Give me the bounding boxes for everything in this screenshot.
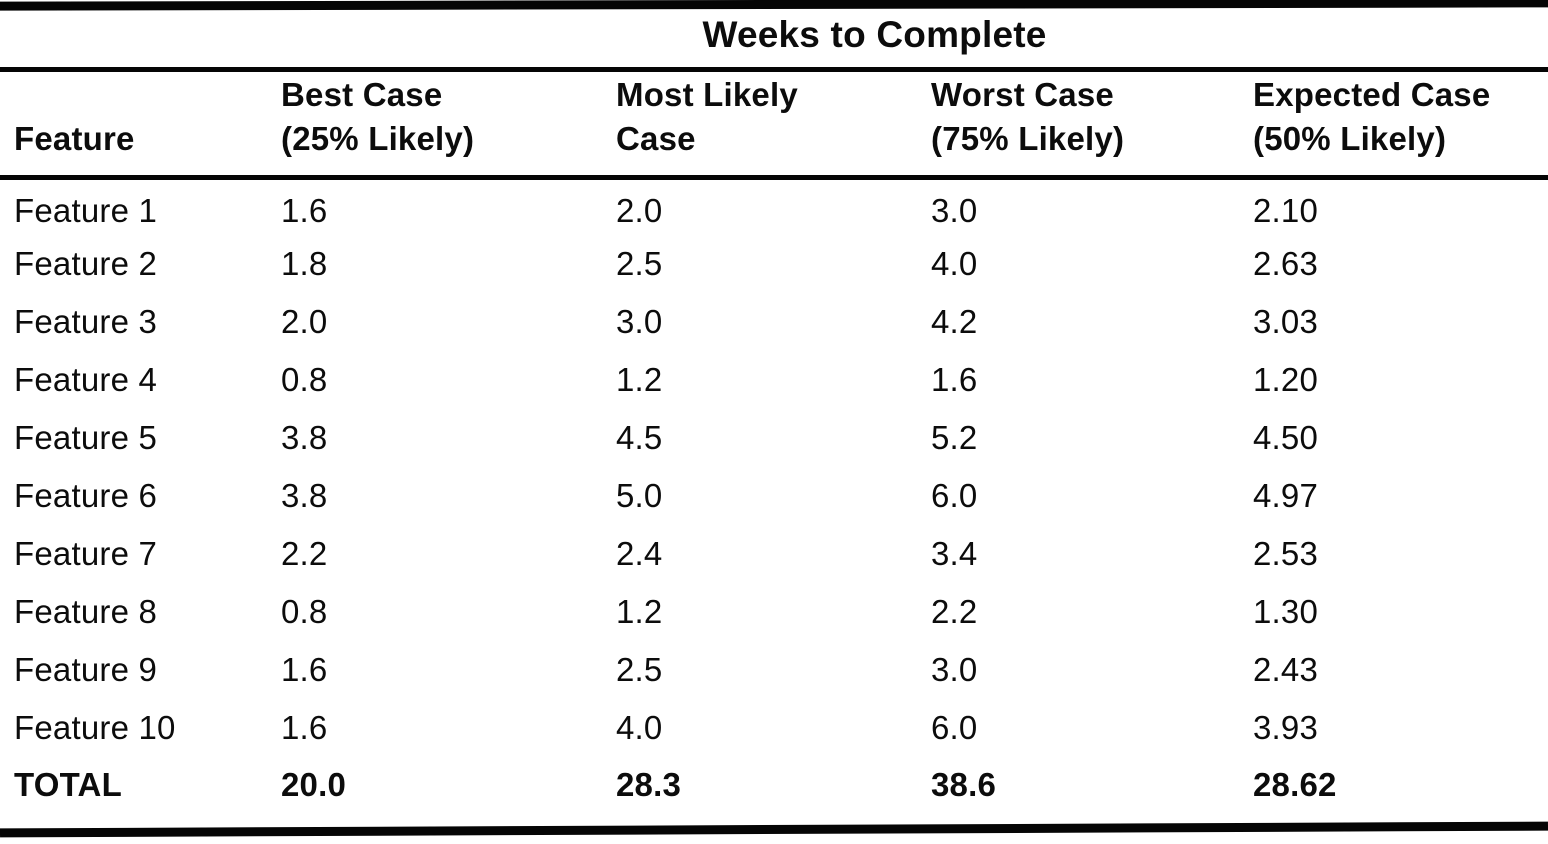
table-row: Feature 1 1.6 2.0 3.0 2.10 — [0, 177, 1548, 235]
most-likely-cell: 1.2 — [616, 361, 663, 398]
most-likely-cell: 5.0 — [616, 477, 663, 514]
table-row: Feature 6 3.8 5.0 6.0 4.97 — [0, 467, 1548, 525]
feature-cell: Feature 9 — [14, 651, 158, 688]
total-best-case-cell: 20.0 — [281, 766, 347, 803]
best-case-cell: 3.8 — [281, 477, 328, 514]
worst-case-cell: 4.0 — [931, 245, 978, 282]
most-likely-cell: 2.5 — [616, 245, 663, 282]
best-case-cell: 2.0 — [281, 303, 328, 340]
most-likely-cell: 4.0 — [616, 709, 663, 746]
table-row: Feature 8 0.8 1.2 2.2 1.30 — [0, 583, 1548, 641]
header-line2: Case — [616, 119, 696, 157]
total-worst-case-cell: 38.6 — [931, 766, 997, 803]
most-likely-column-header: Most Likely Case — [616, 69, 931, 180]
worst-case-cell: 6.0 — [931, 477, 978, 514]
best-case-cell: 2.2 — [281, 535, 328, 572]
header-line2: (25% Likely) — [281, 119, 475, 157]
feature-cell: Feature 2 — [14, 245, 158, 282]
expected-case-cell: 4.97 — [1253, 477, 1319, 514]
spanner-row: Weeks to Complete — [0, 9, 1548, 72]
worst-case-cell: 6.0 — [931, 709, 978, 746]
most-likely-cell: 2.4 — [616, 535, 663, 572]
feature-cell: Feature 10 — [14, 709, 176, 746]
table-row: Feature 4 0.8 1.2 1.6 1.20 — [0, 351, 1548, 409]
total-row: TOTAL 20.0 28.3 38.6 28.62 — [0, 757, 1548, 819]
feature-cell: Feature 4 — [14, 361, 158, 398]
table-title: Weeks to Complete — [281, 9, 1548, 72]
feature-cell: Feature 7 — [14, 535, 158, 572]
header-line2: (75% Likely) — [931, 119, 1125, 157]
best-case-column-header: Best Case (25% Likely) — [281, 69, 616, 180]
column-header-row: Feature Best Case (25% Likely) Most Like… — [0, 69, 1548, 180]
worst-case-cell: 3.0 — [931, 651, 978, 688]
expected-case-cell: 2.53 — [1253, 535, 1319, 572]
total-most-likely-cell: 28.3 — [616, 766, 682, 803]
table-row: Feature 10 1.6 4.0 6.0 3.93 — [0, 699, 1548, 757]
best-case-cell: 0.8 — [281, 361, 328, 398]
table-row: Feature 9 1.6 2.5 3.0 2.43 — [0, 641, 1548, 699]
worst-case-cell: 3.0 — [931, 192, 978, 230]
header-line2: (50% Likely) — [1253, 119, 1447, 157]
expected-case-cell: 4.50 — [1253, 419, 1319, 456]
table-row: Feature 2 1.8 2.5 4.0 2.63 — [0, 235, 1548, 293]
worst-case-cell: 5.2 — [931, 419, 978, 456]
header-line1: Worst Case — [931, 76, 1114, 114]
worst-case-cell: 4.2 — [931, 303, 978, 340]
feature-cell: Feature 1 — [14, 192, 158, 230]
total-label-cell: TOTAL — [14, 766, 122, 803]
expected-case-cell: 3.93 — [1253, 709, 1319, 746]
best-case-cell: 3.8 — [281, 419, 328, 456]
estimation-table: Weeks to Complete Feature Best Case (25%… — [0, 9, 1548, 819]
table-row: Feature 5 3.8 4.5 5.2 4.50 — [0, 409, 1548, 467]
best-case-cell: 1.8 — [281, 245, 328, 282]
expected-case-cell: 1.20 — [1253, 361, 1319, 398]
most-likely-cell: 4.5 — [616, 419, 663, 456]
header-line1: Expected Case — [1253, 76, 1491, 114]
feature-column-header: Feature — [0, 69, 281, 180]
expected-case-column-header: Expected Case (50% Likely) — [1253, 69, 1548, 180]
best-case-cell: 0.8 — [281, 593, 328, 630]
expected-case-cell: 2.63 — [1253, 245, 1319, 282]
worst-case-column-header: Worst Case (75% Likely) — [931, 69, 1253, 180]
spanner-spacer — [0, 9, 281, 72]
table-row: Feature 7 2.2 2.4 3.4 2.53 — [0, 525, 1548, 583]
most-likely-cell: 1.2 — [616, 593, 663, 630]
expected-case-cell: 3.03 — [1253, 303, 1319, 340]
bottom-rule — [0, 821, 1548, 838]
most-likely-cell: 2.5 — [616, 651, 663, 688]
best-case-cell: 1.6 — [281, 192, 328, 230]
best-case-cell: 1.6 — [281, 651, 328, 688]
total-expected-case-cell: 28.62 — [1253, 766, 1337, 803]
worst-case-cell: 2.2 — [931, 593, 978, 630]
expected-case-cell: 2.43 — [1253, 651, 1319, 688]
table-row: Feature 3 2.0 3.0 4.2 3.03 — [0, 293, 1548, 351]
feature-cell: Feature 5 — [14, 419, 158, 456]
expected-case-cell: 2.10 — [1253, 192, 1319, 230]
expected-case-cell: 1.30 — [1253, 593, 1319, 630]
feature-cell: Feature 3 — [14, 303, 158, 340]
worst-case-cell: 3.4 — [931, 535, 978, 572]
most-likely-cell: 2.0 — [616, 192, 663, 230]
most-likely-cell: 3.0 — [616, 303, 663, 340]
best-case-cell: 1.6 — [281, 709, 328, 746]
feature-cell: Feature 8 — [14, 593, 158, 630]
header-line1: Most Likely — [616, 76, 798, 114]
header-line1: Best Case — [281, 76, 443, 114]
worst-case-cell: 1.6 — [931, 361, 978, 398]
feature-cell: Feature 6 — [14, 477, 158, 514]
